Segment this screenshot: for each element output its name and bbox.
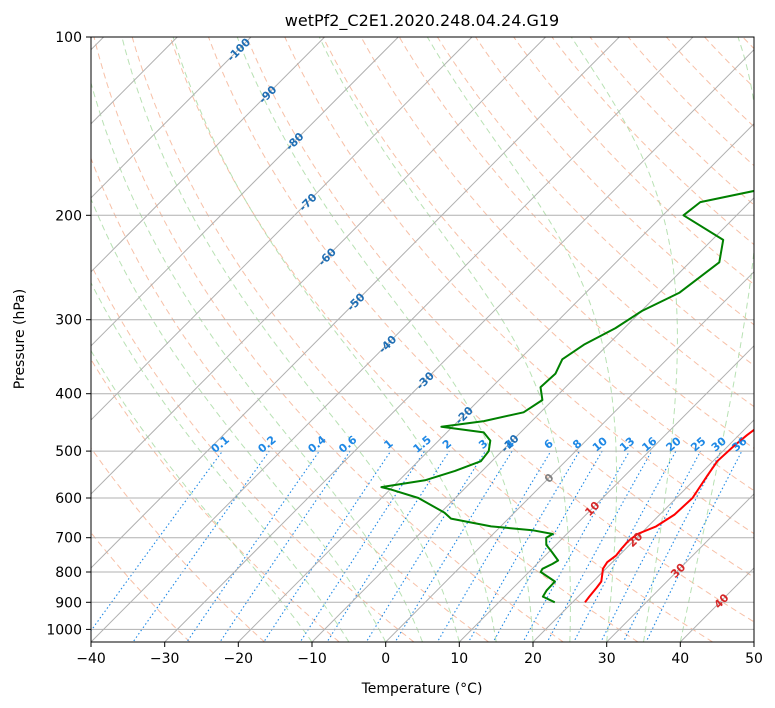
y-tick-label: 500: [55, 444, 82, 460]
dry-adiabat-line: [91, 263, 415, 642]
moist-adiabat-line: [91, 281, 350, 642]
isotherm-line: [458, 345, 754, 642]
dry-adiabat-line: [475, 37, 754, 326]
x-tick-label: −30: [150, 651, 180, 667]
isotherm-line: [91, 37, 620, 569]
temperature-profile-line: [584, 428, 754, 603]
x-axis-ticks: −40 −30 −20 −10 0 10 20 30 40 50: [76, 642, 763, 667]
x-tick-label: −20: [224, 651, 254, 667]
sounding-series: [380, 189, 754, 604]
dry-adiabat-line: [208, 37, 754, 623]
y-tick-label: 200: [55, 208, 82, 224]
x-tick-label: −40: [76, 651, 106, 667]
moist-adiabat-line: [570, 37, 678, 642]
dry-adiabat-line: [284, 37, 754, 535]
y-axis-ticks: 100 200 300 400 500 600 700 800 900 1000: [46, 30, 91, 638]
x-tick-label: 50: [745, 651, 763, 667]
x-tick-label: 10: [450, 651, 468, 667]
moist-adiabat-line: [318, 37, 571, 642]
dry-adiabat-line: [322, 37, 754, 492]
isotherm-line: [606, 493, 754, 642]
x-tick-label: 40: [671, 651, 689, 667]
isotherm-line: [237, 123, 754, 642]
dry-adiabat-line: [131, 37, 639, 642]
dry-adiabats: [91, 37, 754, 642]
isotherm-line: [164, 48, 754, 642]
isotherm-line: [532, 419, 754, 642]
y-axis-label: Pressure (hPa): [12, 289, 28, 389]
isotherm-line: [311, 197, 754, 642]
x-tick-label: 20: [524, 651, 542, 667]
isotherm-line: [385, 271, 754, 642]
dry-adiabat-line: [169, 37, 713, 642]
moist-adiabat-line: [91, 81, 423, 642]
x-tick-label: −10: [297, 651, 327, 667]
y-tick-label: 1000: [46, 622, 82, 638]
dry-adiabat-line: [513, 37, 754, 286]
moist-adiabat-line: [91, 197, 387, 642]
isotherm-line: [91, 37, 325, 273]
y-tick-label: 400: [55, 387, 82, 403]
moist-adiabat-line: [172, 37, 497, 642]
isotherm-line: [91, 37, 252, 199]
x-tick-label: 30: [598, 651, 616, 667]
y-tick-label: 800: [55, 565, 82, 581]
dry-adiabat-line: [436, 37, 754, 367]
isotherm-gridlines: [91, 37, 754, 642]
dry-adiabat-line: [246, 37, 754, 578]
dewpoint-profile-line: [380, 189, 754, 604]
y-tick-label: 900: [55, 595, 82, 611]
isotherm-line: [91, 37, 694, 642]
x-axis-label: Temperature (°C): [361, 681, 483, 697]
y-tick-label: 300: [55, 313, 82, 329]
isotherm-line: [91, 37, 399, 347]
plot-frame: [90, 36, 755, 643]
dry-adiabat-line: [93, 37, 564, 642]
x-tick-label: 0: [381, 651, 390, 667]
isotherm-line: [91, 37, 473, 421]
y-tick-label: 600: [55, 491, 82, 507]
moist-adiabat-line: [236, 37, 534, 642]
y-tick-label: 700: [55, 531, 82, 547]
pressure-gridlines: [91, 37, 754, 630]
moist-adiabat-line: [426, 37, 618, 642]
dry-adiabat-line: [91, 447, 265, 642]
isotherm-line: [91, 37, 546, 495]
y-tick-label: 100: [55, 30, 82, 46]
moist-adiabat-line: [679, 37, 754, 642]
chart-title: wetPf2_C2E1.2020.248.04.24.G19: [285, 11, 559, 31]
